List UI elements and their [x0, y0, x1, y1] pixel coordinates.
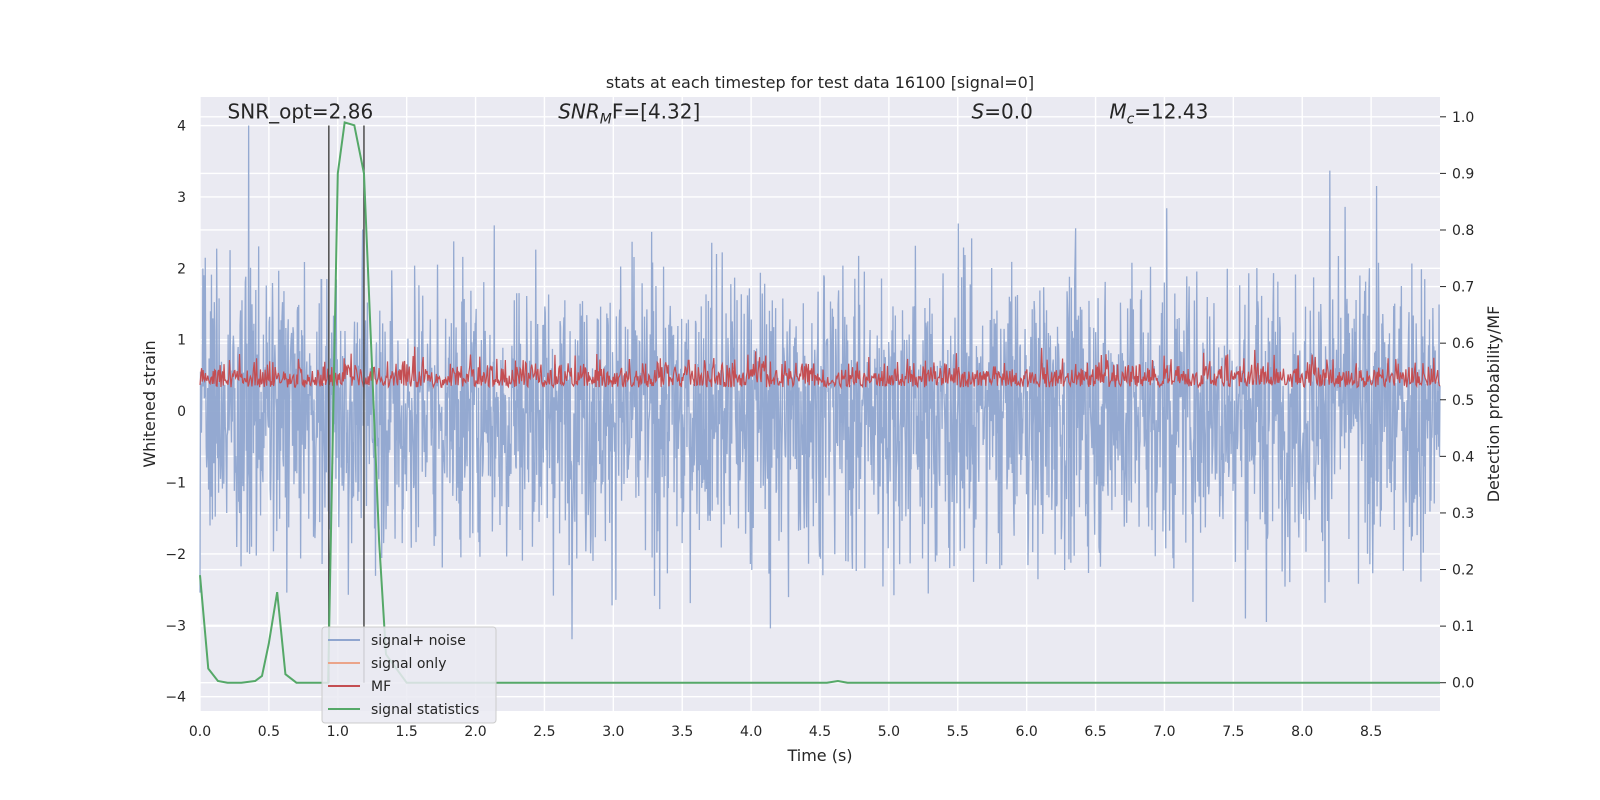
x-tick-label: 5.5	[947, 724, 969, 740]
x-tick-label: 8.5	[1360, 724, 1382, 740]
x-tick-label: 0.0	[189, 724, 211, 740]
y2-tick-label: 0.5	[1452, 393, 1474, 409]
y-tick-label: 3	[177, 190, 186, 206]
y-tick-label: −3	[165, 618, 186, 634]
x-tick-label: 4.5	[809, 724, 831, 740]
x-tick-label: 7.0	[1153, 724, 1175, 740]
series-signal-noise-line	[199, 125, 1441, 640]
y-tick-label: −1	[165, 476, 186, 492]
legend-entry: signal only	[371, 656, 446, 672]
x-tick-label: 1.0	[327, 724, 349, 740]
y2-tick-label: 0.6	[1452, 336, 1474, 352]
y-tick-label: 2	[177, 261, 186, 277]
y2-tick-label: 0.8	[1452, 223, 1474, 239]
y2-tick-label: 1.0	[1452, 110, 1474, 126]
x-tick-label: 7.5	[1222, 724, 1244, 740]
y-axis-label: Whitened strain	[140, 340, 159, 467]
legend-box	[321, 626, 497, 724]
y2-tick-label: 0.3	[1452, 506, 1474, 522]
x-tick-label: 6.5	[1084, 724, 1106, 740]
series-signal-statistics-line	[199, 121, 1440, 684]
legend-entry: signal+ noise	[371, 633, 466, 649]
y2-tick-label: 0.4	[1452, 449, 1474, 465]
y2-tick-label: 0.0	[1452, 676, 1474, 692]
annotation-3: Mc=12.43	[1109, 99, 1208, 127]
legend-entry: signal statistics	[371, 702, 479, 718]
legend-entry: MF	[371, 679, 391, 695]
y-tick-label: −2	[165, 547, 186, 563]
y2-tick-label: 0.1	[1452, 619, 1474, 635]
series-mf-line	[199, 346, 1441, 390]
annotation-2: S=0.0	[972, 99, 1033, 123]
data-layer	[199, 121, 1441, 684]
x-tick-label: 2.0	[464, 724, 486, 740]
x-tick-label: 3.5	[671, 724, 693, 740]
x-tick-label: 4.0	[740, 724, 762, 740]
y2-tick-label: 0.9	[1452, 166, 1474, 182]
x-tick-label: 5.0	[878, 724, 900, 740]
annotation-1: SNRMF=[4.32]	[558, 99, 700, 127]
y2-axis-label: Detection probability/MF	[1484, 306, 1503, 503]
x-tick-label: 0.5	[258, 724, 280, 740]
annotation-0: SNR_opt=2.86	[228, 99, 374, 123]
x-tick-label: 1.5	[396, 724, 418, 740]
x-tick-label: 3.0	[602, 724, 624, 740]
x-tick-label: 2.5	[533, 724, 555, 740]
y-tick-label: 0	[177, 404, 186, 420]
legend: signal+ noise signal only MF signal statist…	[321, 626, 497, 724]
y-tick-label: −4	[165, 690, 186, 706]
x-tick-label: 6.0	[1016, 724, 1038, 740]
chart-title: stats at each timestep for test data 161…	[606, 73, 1034, 92]
y2-tick-label: 0.7	[1452, 280, 1474, 296]
y-tick-label: 1	[177, 333, 186, 349]
annotation-layer: SNR_opt=2.86 SNRMF=[4.32] S=0.0 Mc=12.43	[228, 99, 1209, 127]
x-axis-label: Time (s)	[786, 746, 852, 765]
tick-layer: 0.0 0.5 1.0 1.5 2.0 2.5 3.0 3.5 4.0 4.5 5.0 5.5 6.0 6…	[165, 110, 1474, 740]
y-tick-label: 4	[177, 119, 186, 135]
y2-tick-label: 0.2	[1452, 563, 1474, 579]
x-tick-label: 8.0	[1291, 724, 1313, 740]
